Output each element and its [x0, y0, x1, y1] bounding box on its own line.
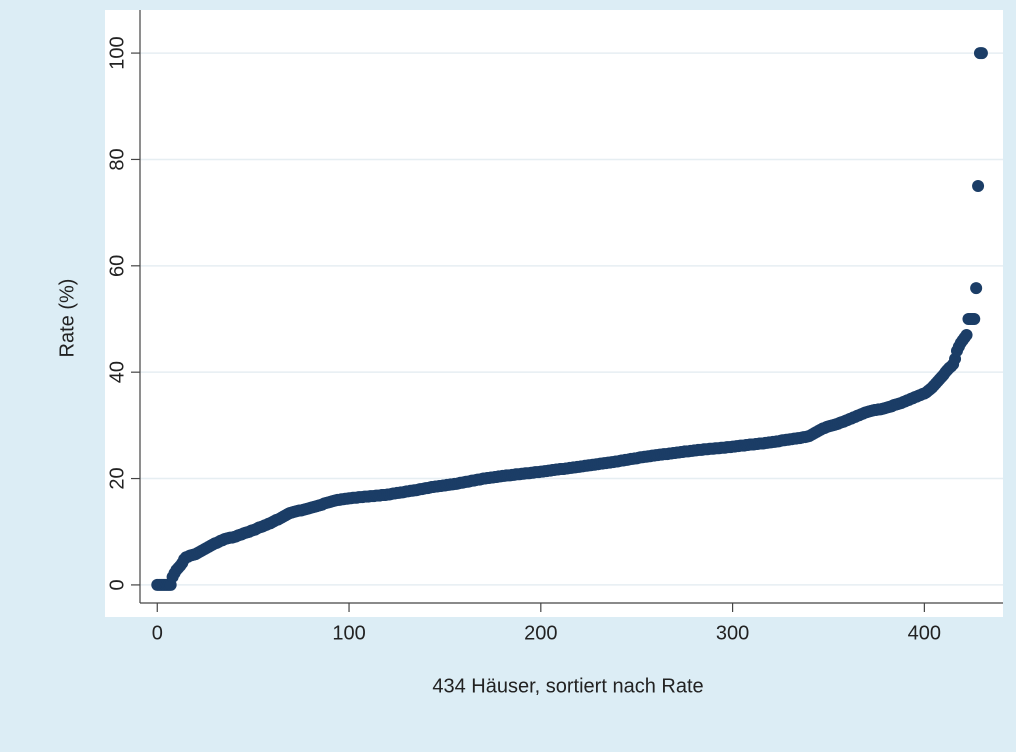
plot-background — [105, 10, 1003, 617]
axes-layer: 0 20 40 60 80 100 0 100 200 300 400 — [106, 10, 1003, 644]
x-axis-title: 434 Häuser, sortiert nach Rate — [432, 675, 703, 697]
x-tick-label: 100 — [332, 622, 365, 644]
y-tick-label: 0 — [106, 579, 128, 590]
point — [960, 328, 973, 341]
point — [975, 47, 988, 60]
x-tick-label: 300 — [716, 622, 749, 644]
points-layer — [151, 47, 988, 591]
y-tick-label: 80 — [106, 148, 128, 170]
x-tick-label: 400 — [908, 622, 941, 644]
y-tick-label: 100 — [106, 36, 128, 69]
x-tick-label: 200 — [524, 622, 557, 644]
point — [972, 180, 985, 193]
y-tick-label: 40 — [106, 361, 128, 383]
point — [968, 312, 981, 325]
x-tick-label: 0 — [152, 622, 163, 644]
y-tick-label: 20 — [106, 467, 128, 489]
y-axis-title: Rate (%) — [56, 279, 78, 358]
point — [970, 282, 983, 295]
grid-layer — [140, 52, 1003, 586]
y-tick-label: 60 — [106, 255, 128, 277]
